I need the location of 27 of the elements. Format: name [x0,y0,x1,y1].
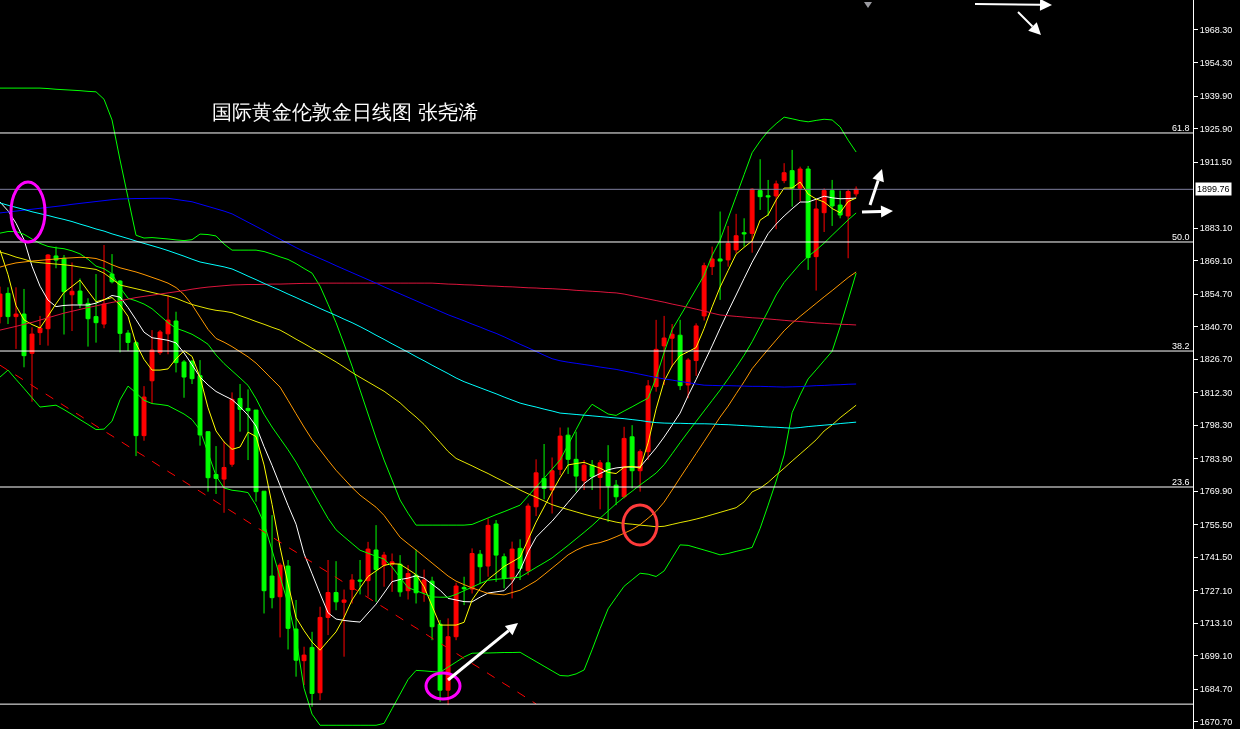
ref-line-label: 1899.76 [1197,184,1230,194]
text: 国际黄金伦敦金日线图 张尧浠 [212,101,478,123]
y-tick-label: 1769.90 [1199,486,1233,497]
y-tick-label: 1840.70 [1199,321,1233,332]
y-tick-label: 1925.90 [1199,123,1233,134]
y-tick-label: 1954.30 [1199,57,1233,68]
y-tick-label: 1783.90 [1199,453,1233,464]
y-tick-label: 1670.70 [1199,716,1233,727]
y-tick-label: 1699.10 [1199,650,1233,661]
y-tick-label: 1826.70 [1199,354,1233,365]
y-tick-label: 1939.90 [1199,91,1233,102]
y-tick-label: 1854.70 [1199,289,1233,300]
annotation: 61.8 [1172,123,1190,133]
y-tick-label: 1798.30 [1199,420,1233,431]
y-tick-label: 1968.30 [1199,25,1233,36]
y-tick-label: 1727.10 [1199,585,1233,596]
y-tick-label: 1684.70 [1199,684,1233,695]
y-tick-label: 1869.10 [1199,255,1233,266]
annotation: 50.0 [1172,232,1190,242]
y-tick-label: 1911.50 [1199,157,1232,168]
y-tick-label: 1741.50 [1199,552,1233,563]
annotation: 23.6 [1172,477,1190,487]
y-tick-label: 1883.10 [1199,223,1233,234]
annotation: 38.2 [1172,341,1190,351]
y-tick-label: 1713.10 [1199,618,1233,629]
y-tick-label: 1755.50 [1199,519,1233,530]
y-tick-label: 1812.30 [1199,387,1233,398]
